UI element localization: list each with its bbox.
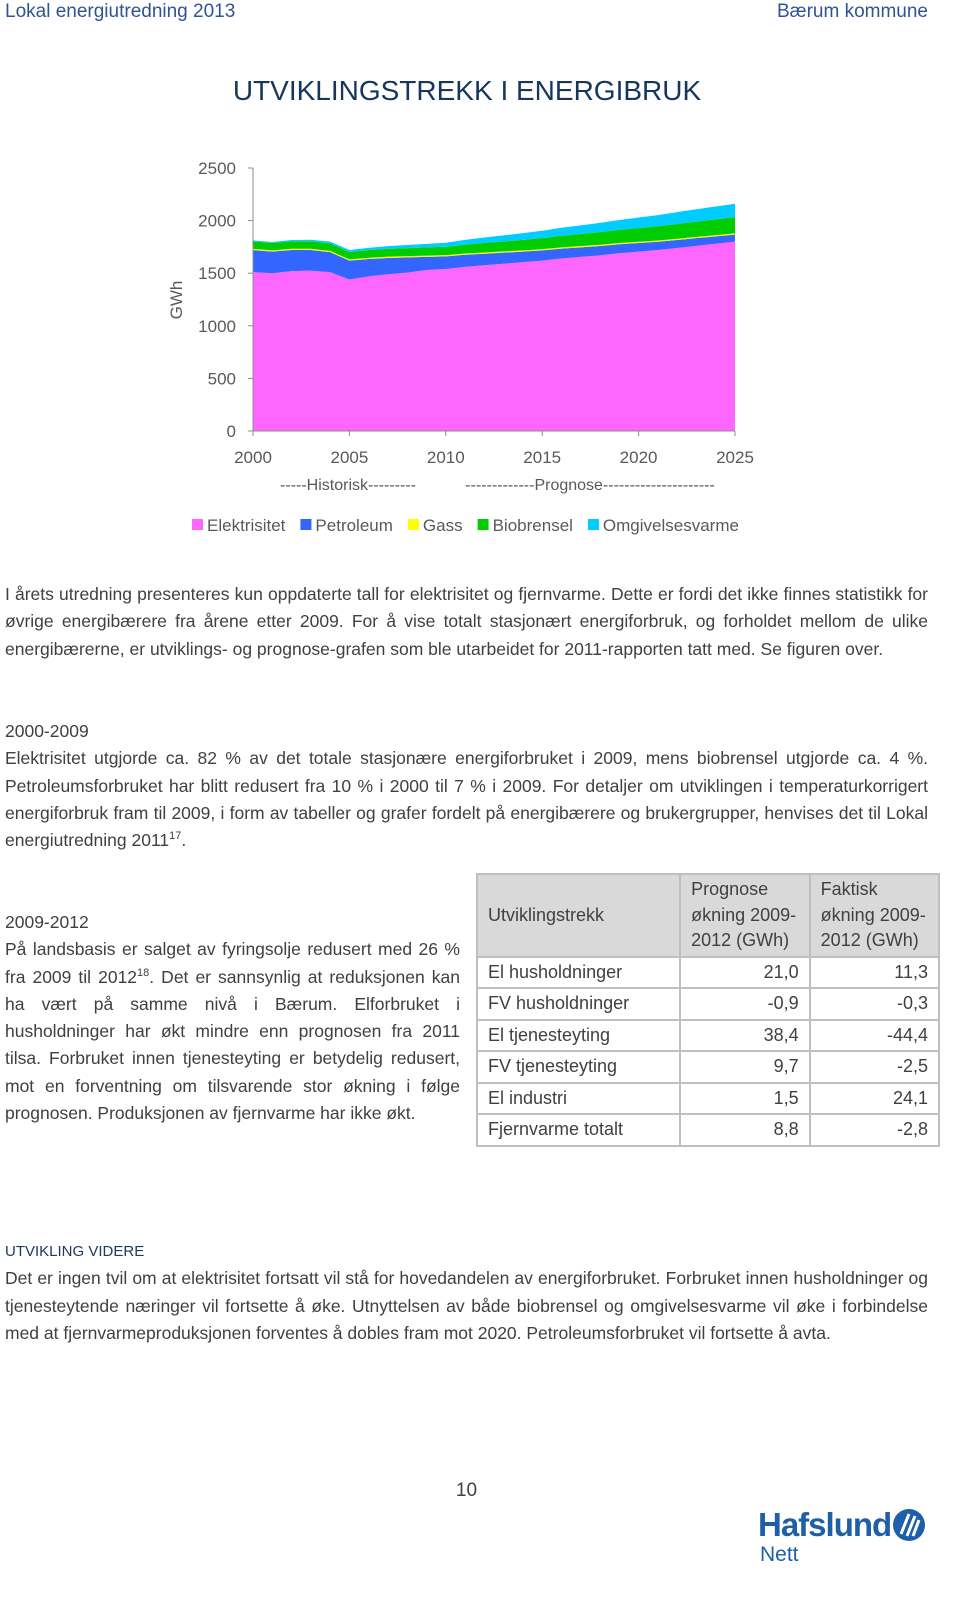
- section: 2000-2009 Elektrisitet utgjorde ca. 82 %…: [5, 718, 928, 854]
- chart: UTVIKLINGSTREKK I ENERGIBRUK GWh -----Hi…: [167, 75, 754, 535]
- y-tick-label: 500: [208, 369, 236, 388]
- table-header: Utviklingstrekk Prognose økning 2009-2012…: [475, 873, 941, 958]
- legend-label: Gass: [423, 516, 463, 535]
- table-cell: FV husholdninger: [475, 987, 682, 1021]
- paragraph: Det er ingen tvil om at elektrisitet for…: [5, 1268, 928, 1343]
- text: .: [181, 830, 187, 851]
- table-cell: El husholdninger: [475, 955, 682, 989]
- table: Utviklingstrekk Prognose økning 2009-2012…: [475, 873, 941, 1147]
- y-axis-label: GWh: [167, 281, 186, 320]
- table-cell: 8,8: [679, 1113, 811, 1147]
- logo-stripes: [899, 1513, 921, 1537]
- table-row: FV tjenesteyting 9,7 -2,5: [475, 1050, 941, 1084]
- x-tick-label: 2020: [620, 448, 658, 467]
- logo-icon: [893, 1509, 925, 1541]
- legend-swatch: [300, 519, 312, 530]
- legend-swatch: [587, 519, 599, 530]
- x-annotation: -----Historisk---------: [280, 477, 416, 494]
- y-tick-label: 0: [227, 422, 236, 441]
- legend-label: Biobrensel: [493, 516, 573, 535]
- section: UTVIKLING VIDERE Det er ingen tvil om at…: [5, 1238, 928, 1347]
- x-tick-label: 2000: [234, 448, 272, 467]
- x-tick-label: 2015: [523, 448, 561, 467]
- table-cell: FV tjenesteyting: [475, 1050, 682, 1084]
- heading: 2009-2012: [5, 912, 89, 932]
- table-cell: -0,3: [808, 987, 941, 1021]
- logo-circle: [893, 1509, 925, 1541]
- area: [253, 234, 735, 280]
- header-cell: Faktisk økning 2009-2012 (GWh): [808, 873, 941, 958]
- heading: UTVIKLING VIDERE: [5, 1243, 145, 1260]
- footnote-ref: 17: [169, 830, 182, 843]
- legend-swatch: [192, 519, 203, 530]
- legend-label: Omgivelsesvarme: [603, 516, 739, 535]
- x-tick-label: 2005: [330, 448, 368, 467]
- x-annotation: -------------Prognose-------------------…: [465, 477, 715, 494]
- header-right: Bærum kommune: [777, 1, 928, 22]
- text: Elektrisitet utgjorde ca. 82 % av det to…: [5, 748, 928, 851]
- paragraph: På landsbasis er salget av fyringsolje r…: [5, 936, 460, 1127]
- legend-swatch: [477, 519, 489, 530]
- y-tick-label: 1500: [198, 264, 236, 283]
- y-tick-label: 2500: [198, 159, 236, 178]
- table-cell: -0,9: [679, 987, 811, 1021]
- table-cell: 9,7: [679, 1050, 811, 1084]
- x-tick-label: 2010: [427, 448, 465, 467]
- table-cell: 38,4: [679, 1018, 811, 1052]
- section: 2009-2012 På landsbasis er salget av fyr…: [5, 909, 460, 1127]
- legend-label: Elektrisitet: [207, 516, 286, 535]
- table-cell: Fjernvarme totalt: [475, 1113, 682, 1147]
- table-cell: El tjenesteyting: [475, 1018, 682, 1052]
- area: [253, 241, 735, 431]
- table-body: El husholdninger 21,0 11,3 FV husholdninger…: [475, 955, 941, 1147]
- table-cell: 11,3: [808, 955, 941, 989]
- table-cell: -2,8: [808, 1113, 941, 1147]
- table-cell: El industri: [475, 1081, 682, 1115]
- table-cell: 1,5: [679, 1081, 811, 1115]
- page-number: 10: [455, 1480, 478, 1501]
- area: [253, 217, 735, 260]
- table-row: El industri 1,5 24,1: [475, 1081, 941, 1115]
- header-left: Lokal energiutredning 2013: [5, 1, 236, 22]
- paragraph: Elektrisitet utgjorde ca. 82 % av det to…: [5, 745, 928, 854]
- table-cell: 24,1: [808, 1081, 941, 1115]
- heading: 2000-2009: [5, 721, 89, 741]
- table-row: El husholdninger 21,0 11,3: [475, 955, 941, 989]
- table-cell: 21,0: [679, 955, 811, 989]
- chart-title: UTVIKLINGSTREKK I ENERGIBRUK: [233, 75, 702, 106]
- table-row: Fjernvarme totalt 8,8 -2,8: [475, 1113, 941, 1147]
- legend-swatch: [407, 519, 419, 530]
- logo-sub: Nett: [760, 1543, 799, 1566]
- table-row: El tjenesteyting 38,4 -44,4: [475, 1018, 941, 1052]
- x-tick-label: 2025: [716, 448, 754, 467]
- text: På landsbasis er salget av fyringsolje r…: [5, 939, 460, 987]
- footnote-ref: 18: [137, 966, 150, 979]
- text: . Det er sannsynlig at reduksjonen kan h…: [5, 966, 460, 1124]
- logo: Hafslund: [758, 1506, 892, 1543]
- y-tick-label: 1000: [198, 317, 236, 336]
- table-cell: -2,5: [808, 1050, 941, 1084]
- y-tick-label: 2000: [198, 212, 236, 231]
- header-cell: Prognose økning 2009-2012 (GWh): [679, 873, 811, 958]
- paragraph: I årets utredning presenteres kun oppdat…: [5, 584, 928, 659]
- area: [253, 203, 735, 252]
- table-cell: -44,4: [808, 1018, 941, 1052]
- legend-label: Petroleum: [315, 516, 392, 535]
- table-row: FV husholdninger -0,9 -0,3: [475, 987, 941, 1021]
- header-cell: Utviklingstrekk: [475, 873, 682, 958]
- intro: I årets utredning presenteres kun oppdat…: [5, 581, 928, 663]
